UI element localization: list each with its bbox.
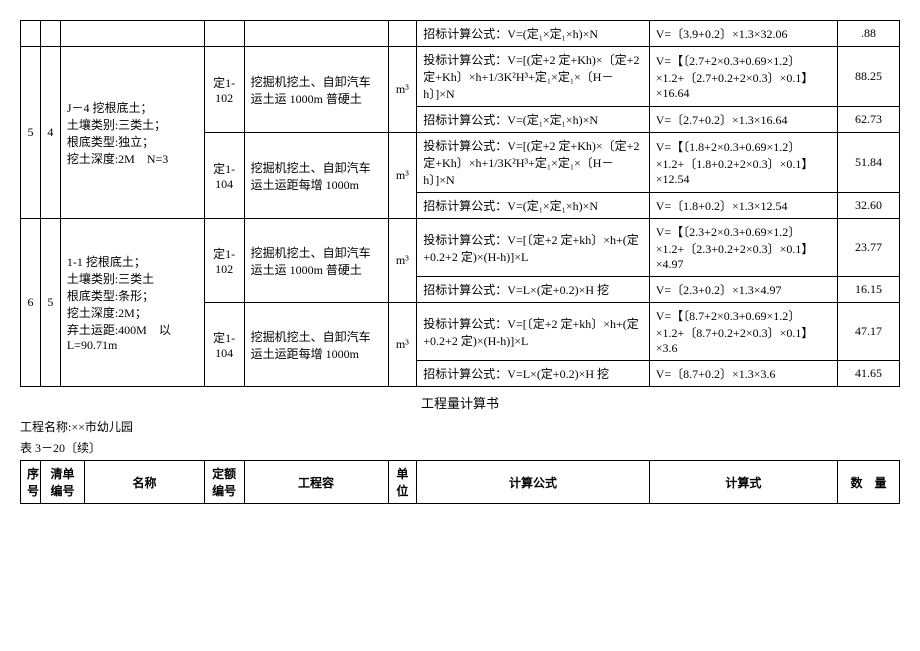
table-cell: 16.15 bbox=[837, 277, 899, 303]
table-number: 表 3－20〔续〕 bbox=[20, 439, 900, 456]
table-cell: J－4 挖根底土；土壤类别:三类土；根底类型:独立；挖土深度:2M N=3 bbox=[60, 47, 204, 219]
table-cell: m³ bbox=[388, 219, 417, 303]
table-cell: 47.17 bbox=[837, 303, 899, 361]
table-cell: 招标计算公式：V=(定₁×定₁×h)×N bbox=[417, 193, 649, 219]
col-unit: 单位 bbox=[388, 461, 417, 504]
table-cell: V=〔1.8+0.2〕×1.3×12.54 bbox=[649, 193, 837, 219]
table-cell: m³ bbox=[388, 133, 417, 219]
col-quota: 定额编号 bbox=[204, 461, 244, 504]
table-cell: m³ bbox=[388, 303, 417, 387]
table-cell: 5 bbox=[40, 219, 60, 387]
table-cell: 41.65 bbox=[837, 361, 899, 387]
table-cell: 定1-102 bbox=[204, 219, 244, 303]
table-cell: V=〔3.9+0.2〕×1.3×32.06 bbox=[649, 21, 837, 47]
table-cell: 4 bbox=[40, 47, 60, 219]
table-cell: 投标计算公式：V=[(定+2 定+Kh)×〔定+2 定+Kh〕×h+1/3K²H… bbox=[417, 133, 649, 193]
calc-title: 工程量计算书 bbox=[20, 393, 900, 412]
table-cell: 投标计算公式：V=[〔定+2 定+kh〕×h+(定+0.2+2 定)×(H-h)… bbox=[417, 303, 649, 361]
table-header-row: 序号 清单编号 名称 定额编号 工程容 单位 计算公式 计算式 数 量 bbox=[21, 461, 900, 504]
table-cell: 5 bbox=[21, 47, 41, 219]
table-cell: V=〔8.7+0.2〕×1.3×3.6 bbox=[649, 361, 837, 387]
table-cell: V=【〔2.3+2×0.3+0.69×1.2〕×1.2+〔2.3+0.2+2×0… bbox=[649, 219, 837, 277]
table-cell: V=〔2.3+0.2〕×1.3×4.97 bbox=[649, 277, 837, 303]
col-expr: 计算式 bbox=[649, 461, 837, 504]
table-row: 651-1 挖根底土；土壤类别:三类土根底类型:条形；挖土深度:2M；弃土运距:… bbox=[21, 219, 900, 277]
header-table: 序号 清单编号 名称 定额编号 工程容 单位 计算公式 计算式 数 量 bbox=[20, 460, 900, 504]
table-cell: 51.84 bbox=[837, 133, 899, 193]
table-cell bbox=[388, 21, 417, 47]
table-cell: m³ bbox=[388, 47, 417, 133]
table-cell: 32.60 bbox=[837, 193, 899, 219]
table-cell: 定1-104 bbox=[204, 303, 244, 387]
table-cell: V=〔2.7+0.2〕×1.3×16.64 bbox=[649, 107, 837, 133]
col-formula: 计算公式 bbox=[417, 461, 649, 504]
table-cell: 招标计算公式：V=(定₁×定₁×h)×N bbox=[417, 107, 649, 133]
table-cell: 6 bbox=[21, 219, 41, 387]
table-cell: 挖掘机挖土、自卸汽车运土运 1000m 普硬土 bbox=[244, 47, 388, 133]
table-cell: .88 bbox=[837, 21, 899, 47]
table-row: 54J－4 挖根底土；土壤类别:三类土；根底类型:独立；挖土深度:2M N=3定… bbox=[21, 47, 900, 107]
table-cell: 88.25 bbox=[837, 47, 899, 107]
col-list-code: 清单编号 bbox=[40, 461, 84, 504]
table-cell: V=【〔2.7+2×0.3+0.69×1.2〕×1.2+〔2.7+0.2+2×0… bbox=[649, 47, 837, 107]
table-cell: 投标计算公式：V=[(定+2 定+Kh)×〔定+2 定+Kh〕×h+1/3K²H… bbox=[417, 47, 649, 107]
table-cell: 62.73 bbox=[837, 107, 899, 133]
table-cell: 挖掘机挖土、自卸汽车运土运距每增 1000m bbox=[244, 303, 388, 387]
col-seq: 序号 bbox=[21, 461, 41, 504]
table-cell: 招标计算公式：V=(定₁×定₁×h)×N bbox=[417, 21, 649, 47]
table-cell: 定1-104 bbox=[204, 133, 244, 219]
table-cell: 挖掘机挖土、自卸汽车运土运距每增 1000m bbox=[244, 133, 388, 219]
table-cell: 招标计算公式：V=L×(定+0.2)×H 挖 bbox=[417, 361, 649, 387]
table-cell: 挖掘机挖土、自卸汽车运土运 1000m 普硬土 bbox=[244, 219, 388, 303]
table-cell: 1-1 挖根底土；土壤类别:三类土根底类型:条形；挖土深度:2M；弃土运距:40… bbox=[60, 219, 204, 387]
col-name: 名称 bbox=[85, 461, 205, 504]
table-cell: 定1-102 bbox=[204, 47, 244, 133]
table-cell: V=【〔8.7+2×0.3+0.69×1.2〕×1.2+〔8.7+0.2+2×0… bbox=[649, 303, 837, 361]
table-cell: 招标计算公式：V=L×(定+0.2)×H 挖 bbox=[417, 277, 649, 303]
table-row: 招标计算公式：V=(定₁×定₁×h)×NV=〔3.9+0.2〕×1.3×32.0… bbox=[21, 21, 900, 47]
col-qty: 数 量 bbox=[837, 461, 899, 504]
table-cell: 投标计算公式：V=[〔定+2 定+kh〕×h+(定+0.2+2 定)×(H-h)… bbox=[417, 219, 649, 277]
table-cell bbox=[40, 21, 60, 47]
table-cell: 23.77 bbox=[837, 219, 899, 277]
col-work: 工程容 bbox=[244, 461, 388, 504]
main-calc-table: 招标计算公式：V=(定₁×定₁×h)×NV=〔3.9+0.2〕×1.3×32.0… bbox=[20, 20, 900, 387]
table-cell bbox=[244, 21, 388, 47]
table-cell bbox=[60, 21, 204, 47]
table-cell bbox=[21, 21, 41, 47]
project-name: 工程名称:××市幼儿园 bbox=[20, 418, 900, 435]
table-cell bbox=[204, 21, 244, 47]
table-cell: V=【〔1.8+2×0.3+0.69×1.2〕×1.2+〔1.8+0.2+2×0… bbox=[649, 133, 837, 193]
